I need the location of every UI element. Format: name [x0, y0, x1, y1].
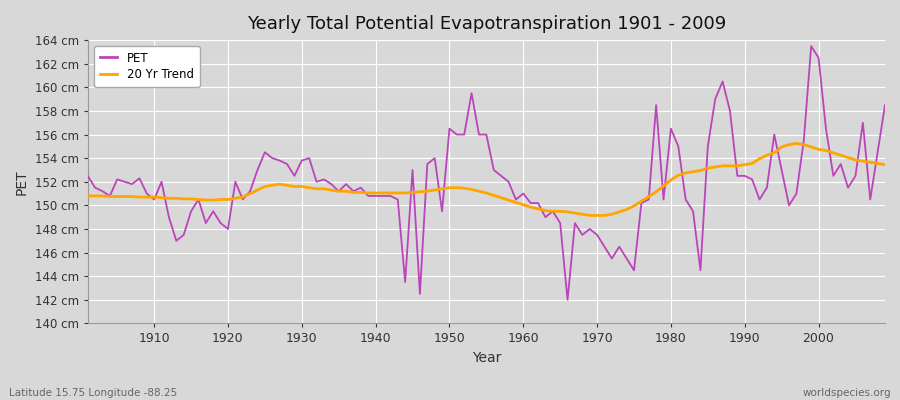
Y-axis label: PET: PET — [15, 169, 29, 194]
Text: Latitude 15.75 Longitude -88.25: Latitude 15.75 Longitude -88.25 — [9, 388, 177, 398]
Legend: PET, 20 Yr Trend: PET, 20 Yr Trend — [94, 46, 200, 87]
Title: Yearly Total Potential Evapotranspiration 1901 - 2009: Yearly Total Potential Evapotranspiratio… — [247, 15, 726, 33]
X-axis label: Year: Year — [472, 351, 501, 365]
Text: worldspecies.org: worldspecies.org — [803, 388, 891, 398]
